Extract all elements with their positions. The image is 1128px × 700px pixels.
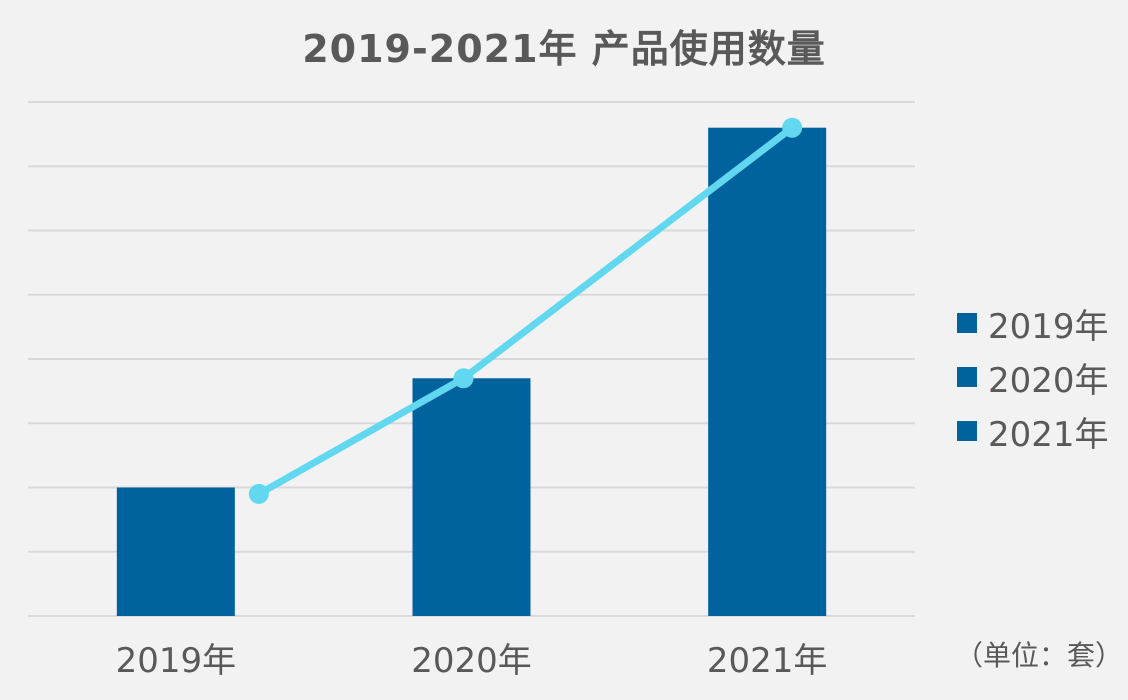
trend-point-3 [782, 117, 803, 138]
trend-line [248, 117, 803, 504]
bar-1 [116, 487, 235, 616]
bars [116, 127, 827, 616]
legend-label: 2020年 [988, 361, 1109, 401]
legend-label: 2021年 [988, 415, 1109, 455]
bar-2 [412, 378, 531, 616]
trend-point-2 [453, 368, 474, 389]
x-axis-ticks: 2019年 2020年 2021年 [116, 641, 828, 681]
unit-note: （单位：套） [955, 639, 1124, 672]
chart-title: 2019-2021年 产品使用数量 [302, 27, 826, 71]
x-tick-label: 2021年 [707, 641, 828, 681]
trend-point-1 [248, 483, 269, 504]
legend-label: 2019年 [988, 307, 1109, 347]
legend-swatch [957, 367, 977, 387]
x-tick-label: 2020年 [411, 641, 532, 681]
legend-swatch [957, 421, 977, 441]
legend: 2019年 2020年 2021年 [957, 307, 1109, 455]
x-tick-label: 2019年 [116, 641, 237, 681]
legend-swatch [957, 313, 977, 333]
bar-3 [708, 127, 827, 616]
